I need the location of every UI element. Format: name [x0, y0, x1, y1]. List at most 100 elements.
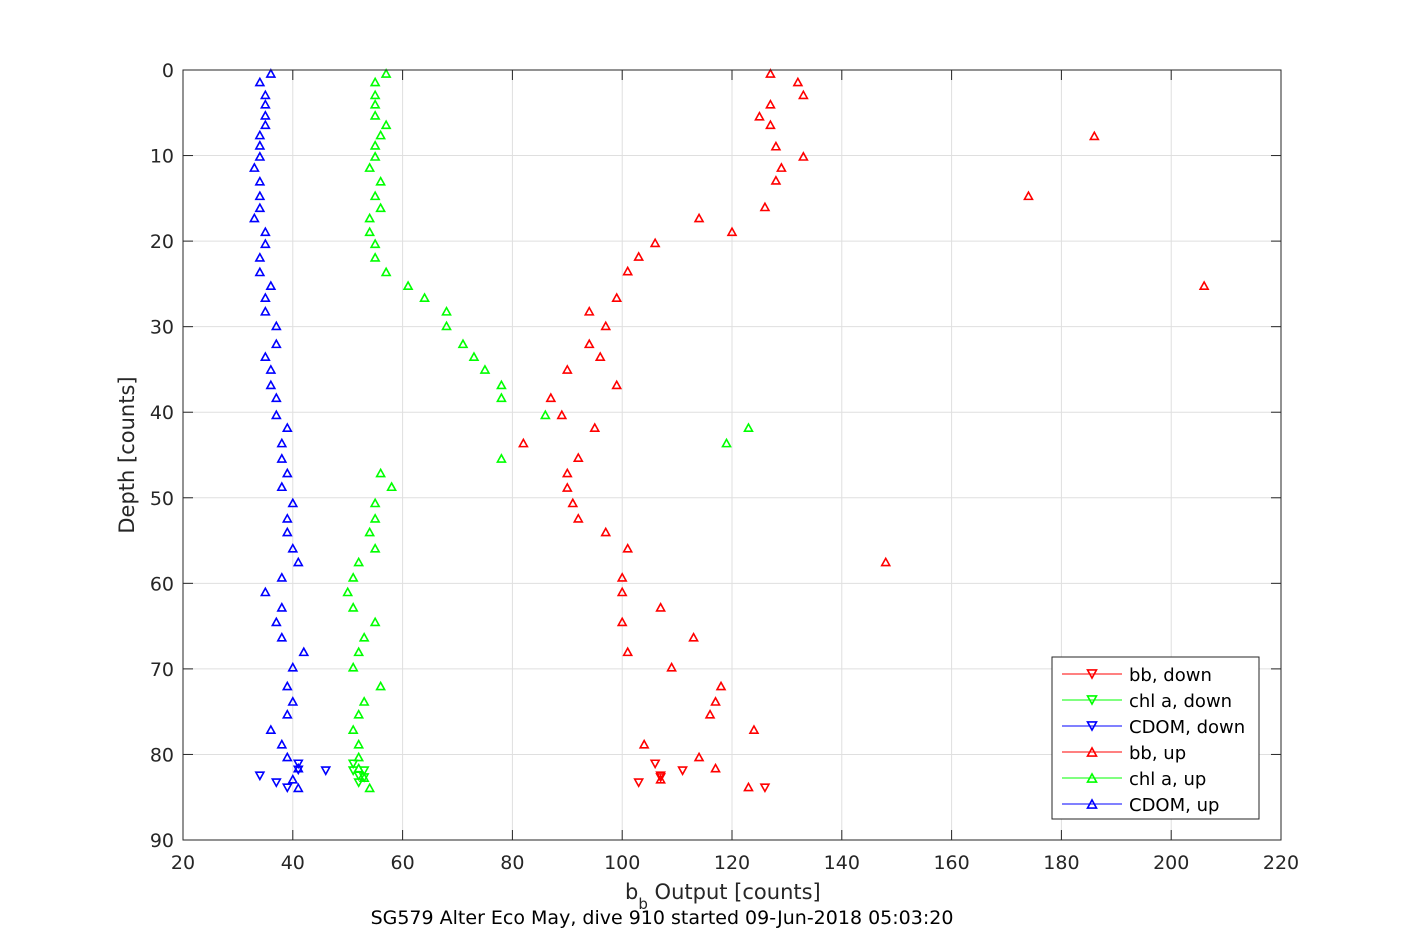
x-axis-label-subscript: b: [638, 895, 648, 913]
data-point: [364, 526, 376, 537]
data-point: [364, 782, 376, 793]
data-point: [292, 556, 304, 567]
data-point: [347, 759, 359, 770]
data-point: [353, 751, 365, 762]
x-tick-label: 40: [281, 852, 305, 874]
data-point: [759, 783, 771, 794]
chart-title: SG579 Alter Eco May, dive 910 started 09…: [371, 907, 954, 929]
data-point: [369, 497, 381, 508]
data-point: [287, 696, 299, 706]
data-point: [254, 771, 266, 782]
data-point: [655, 602, 666, 612]
legend-entry: CDOM, up: [1062, 795, 1219, 816]
legend-marker: [1086, 695, 1098, 706]
data-point: [259, 98, 271, 109]
data-point: [583, 306, 595, 316]
data-point: [254, 202, 266, 213]
x-tick-label: 200: [1153, 852, 1189, 874]
data-point: [254, 151, 266, 161]
series-layer: [249, 68, 1210, 794]
data-point: [726, 226, 738, 237]
legend-entry: CDOM, down: [1062, 717, 1245, 738]
data-point: [704, 708, 716, 719]
data-point: [364, 162, 376, 172]
legend-entries: bb, down chl a, down CDOM, down bb, up chl a…: [1062, 665, 1245, 816]
data-point: [259, 110, 271, 120]
legend-entry: chl a, down: [1062, 691, 1232, 712]
data-point: [611, 379, 623, 390]
data-point: [649, 237, 661, 248]
y-tick-label: 20: [150, 231, 174, 253]
data-point: [759, 201, 771, 212]
x-tick-label: 140: [824, 852, 860, 874]
data-point: [347, 661, 359, 672]
data-point: [358, 772, 370, 782]
data-point: [600, 320, 612, 331]
y-tick-label: 90: [150, 830, 174, 852]
data-point: [561, 364, 573, 374]
data-point: [567, 497, 579, 508]
data-point: [276, 602, 288, 612]
data-point: [320, 766, 332, 776]
data-point: [622, 265, 634, 276]
data-point: [754, 110, 765, 121]
x-tick-label: 100: [604, 852, 640, 874]
data-point: [380, 68, 392, 78]
data-point: [468, 351, 480, 362]
y-tick-label: 50: [150, 488, 174, 510]
data-point: [600, 526, 612, 537]
legend-marker: [1086, 798, 1098, 809]
data-point: [369, 140, 381, 150]
legend-label: bb, down: [1129, 665, 1212, 686]
data-point: [259, 89, 271, 100]
data-point: [249, 162, 260, 172]
data-point: [693, 212, 705, 223]
data-point: [353, 762, 365, 773]
series-5: [249, 68, 310, 793]
data-point: [633, 778, 645, 788]
data-point: [419, 292, 430, 302]
data-point: [611, 292, 623, 302]
data-point: [710, 762, 721, 773]
data-point: [880, 556, 892, 567]
data-point: [281, 422, 293, 433]
y-tick-label: 10: [150, 146, 174, 168]
x-tick-label: 20: [171, 852, 195, 874]
data-point: [254, 252, 266, 262]
data-point: [364, 226, 376, 237]
data-point: [270, 320, 282, 331]
y-tick-label: 70: [150, 659, 174, 681]
legend-entry: bb, up: [1062, 743, 1186, 764]
data-point: [249, 212, 260, 223]
data-point: [1023, 190, 1034, 201]
data-point: [369, 98, 381, 109]
data-point: [276, 738, 288, 749]
data-point: [287, 543, 299, 553]
data-point: [638, 738, 650, 749]
data-point: [380, 119, 392, 130]
x-tick-label: 80: [500, 852, 524, 874]
data-point: [259, 119, 271, 130]
data-point: [270, 616, 282, 627]
data-point: [765, 68, 776, 78]
data-point: [358, 696, 370, 706]
data-point: [259, 292, 271, 302]
data-point: [693, 751, 705, 762]
data-point: [561, 467, 573, 478]
series-0: [633, 759, 771, 794]
data-point: [375, 175, 386, 186]
data-point: [353, 738, 365, 749]
data-point: [369, 252, 381, 262]
data-point: [347, 724, 359, 735]
data-point: [441, 306, 452, 316]
y-axis-label: Depth [counts]: [115, 376, 139, 533]
data-point: [677, 766, 688, 776]
data-point: [375, 202, 386, 213]
y-tick-label: 40: [150, 402, 174, 424]
data-point: [292, 762, 304, 773]
x-tick-label: 160: [933, 852, 969, 874]
data-point: [765, 98, 776, 109]
data-point: [583, 338, 595, 349]
data-point: [259, 586, 271, 597]
